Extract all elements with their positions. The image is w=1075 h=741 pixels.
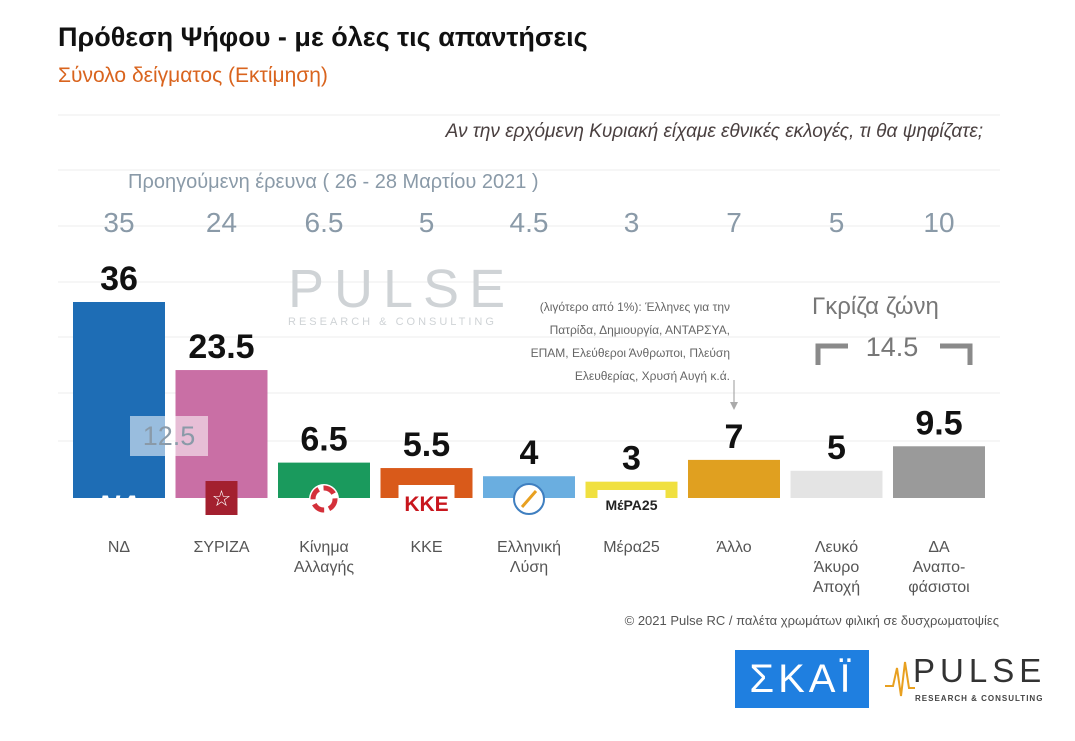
- syriza-star-icon: ☆: [212, 487, 232, 512]
- elliniki-lysi-compass-icon: [520, 490, 538, 508]
- note-line: Πατρίδα, Δημιουργία, ΑΝΤΑΡΣΥΑ,: [549, 323, 730, 337]
- pulse-logo-subtext: RESEARCH & CONSULTING: [915, 694, 1044, 703]
- watermark-main-text: PULSE: [288, 259, 516, 319]
- category-label: Αναπο-: [913, 559, 966, 576]
- watermark-sub-text: RESEARCH & CONSULTING: [288, 316, 497, 328]
- category-label: Μέρα25: [603, 539, 660, 556]
- previous-value-label: 7: [726, 207, 742, 238]
- bar-value-label: 9.5: [915, 404, 962, 442]
- previous-value-label: 6.5: [305, 207, 344, 238]
- bar: [893, 446, 985, 498]
- previous-value-label: 35: [103, 207, 134, 238]
- previous-value-label: 10: [923, 207, 954, 238]
- bar-value-label: 7: [725, 418, 744, 456]
- undecided-overlay-value: 12.5: [130, 416, 208, 456]
- nd-logo-icon: ΝΔ: [98, 490, 140, 523]
- category-label: Λύση: [510, 559, 548, 576]
- mera25-logo-icon: [597, 490, 666, 516]
- previous-value-label: 5: [419, 207, 435, 238]
- gray-zone-value: 14.5: [865, 332, 919, 362]
- category-label: Αποχή: [813, 579, 860, 596]
- bar: [73, 302, 165, 498]
- bar-value-label: 4: [520, 434, 539, 472]
- gray-zone-bracket: [815, 343, 848, 365]
- category-label: Λευκό: [815, 539, 858, 556]
- kinal-ring-icon: [310, 485, 338, 513]
- category-label: ΣΥΡΙΖΑ: [193, 539, 249, 556]
- bar-value-label: 5.5: [403, 426, 450, 464]
- previous-value-label: 4.5: [510, 207, 549, 238]
- bar-value-label: 3: [622, 440, 641, 478]
- bar: [688, 459, 780, 498]
- pulse-logo: PULSE RESEARCH & CONSULTING: [885, 650, 1045, 710]
- gray-zone-bracket: [940, 343, 973, 365]
- kke-logo-icon: [398, 485, 455, 515]
- note-arrow-head: [730, 402, 738, 410]
- previous-value-label: 24: [206, 207, 237, 238]
- note-line: ΕΠΑΜ, Ελεύθεροι Άνθρωποι, Πλεύση: [530, 346, 730, 360]
- category-label: Ελληνική: [497, 539, 561, 556]
- category-label: Αλλαγής: [294, 559, 355, 576]
- gray-zone-label: Γκρίζα ζώνη: [812, 293, 939, 320]
- skai-logo: ΣΚΑΪ: [735, 650, 869, 708]
- pulse-logo-text: PULSE: [913, 652, 1047, 689]
- category-label: ΔΑ: [928, 539, 950, 556]
- category-label: Άλλο: [716, 539, 751, 556]
- note-line: (λιγότερο από 1%): Έλληνες για την: [539, 300, 730, 314]
- previous-value-label: 3: [624, 207, 640, 238]
- category-label: ΚΚΕ: [410, 539, 442, 556]
- survey-question: Αν την ερχόμενη Κυριακή είχαμε εθνικές ε…: [445, 121, 983, 142]
- syriza-logo-icon: [205, 481, 238, 515]
- category-label: Κίνημα: [299, 539, 349, 556]
- chart-title: Πρόθεση Ψήφου - με όλες τις απαντήσεις: [58, 22, 588, 52]
- copyright-note: © 2021 Pulse RC / παλέτα χρωμάτων φιλική…: [624, 613, 999, 628]
- other-parties-note: (λιγότερο από 1%): Έλληνες για την Πατρί…: [494, 296, 730, 388]
- category-label: Άκυρο: [814, 559, 860, 576]
- pulse-wave-icon: [885, 661, 915, 697]
- kke-logo-text: ΚΚΕ: [404, 493, 448, 516]
- mera25-logo-text: ΜέΡΑ25: [606, 497, 658, 513]
- previous-value-label: 5: [829, 207, 845, 238]
- bar-value-label: 5: [827, 429, 846, 467]
- category-label: ΝΔ: [108, 539, 131, 556]
- note-line: Ελευθερίας, Χρυσή Αυγή κ.ά.: [574, 369, 730, 383]
- previous-survey-caption: Προηγούμενη έρευνα ( 26 - 28 Μαρτίου 202…: [128, 171, 539, 193]
- category-label: φάσιστοι: [908, 579, 970, 596]
- bar: [790, 470, 883, 498]
- bar-value-label: 36: [100, 260, 138, 298]
- chart-subtitle: Σύνολο δείγματος (Εκτίμηση): [58, 64, 328, 87]
- pulse-watermark: PULSE RESEARCH & CONSULTING: [288, 258, 515, 328]
- bar-value-label: 23.5: [188, 328, 254, 366]
- bar-value-label: 6.5: [300, 421, 347, 459]
